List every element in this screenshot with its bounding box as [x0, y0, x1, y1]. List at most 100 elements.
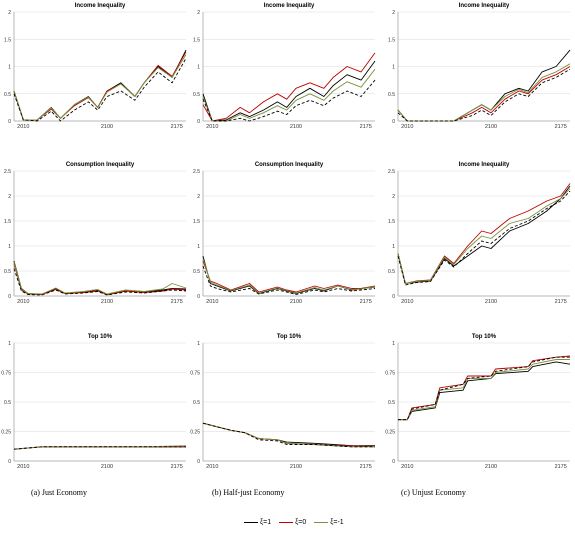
x-tick-label: 2100	[290, 124, 302, 130]
series-line	[13, 49, 187, 121]
legend-item-xi-1: ξ=1	[244, 519, 271, 526]
caption-just-economy: (a) Just Economy	[31, 488, 87, 497]
caption-half-just-economy: (b) Half-just Economy	[212, 488, 285, 497]
panel-c3: 0 0.25 0.5 0.75 1 2010 2100 2175 Top 10%	[385, 334, 571, 470]
y-tick-label: 0	[8, 294, 11, 300]
y-tick-label: 0	[197, 459, 200, 465]
panel-title: Income Inequality	[459, 3, 510, 9]
y-tick-label: 0.5	[4, 400, 11, 406]
panel-title: Consumption Inequality	[255, 162, 324, 168]
series-line	[397, 188, 571, 284]
y-tick-label: 1	[392, 244, 395, 250]
panel-title: Income Inequality	[75, 3, 126, 9]
y-tick-label: 2.5	[4, 169, 11, 175]
panel-c1: 0 0.5 1 1.5 2 2010 2100 2175 Income Inequality	[388, 3, 571, 130]
y-tick-label: 0.5	[388, 269, 395, 275]
y-tick-label: 1.5	[388, 37, 395, 43]
y-tick-label: 2	[197, 10, 200, 16]
y-tick-label: 1	[392, 65, 395, 71]
series-line	[13, 261, 187, 295]
series-line	[202, 422, 375, 448]
series-line	[398, 356, 570, 421]
panel-a1: 0 0.5 1 1.5 2 2010 2100 2175 Income Inequality	[4, 3, 187, 130]
x-tick-label: 2010	[401, 299, 413, 305]
series-line	[397, 190, 571, 286]
panel-title: Top 10%	[277, 334, 302, 340]
legend-label-xi-minus-1: ξ=-1	[330, 518, 344, 526]
panel-c2: 0 0.5 1 1.5 2 2.5 2010 2100 2175 Income Inequalit…	[388, 162, 571, 305]
y-tick-label: 0.75	[190, 371, 200, 377]
y-tick-label: 0	[392, 119, 395, 125]
x-tick-label: 2010	[401, 464, 413, 470]
y-tick-label: 2	[8, 10, 11, 16]
y-tick-label: 1.5	[388, 219, 395, 225]
x-tick-label: 2100	[101, 464, 113, 470]
y-tick-label: 2	[392, 10, 395, 16]
panel-b2: 0 0.5 1 1.5 2 2.5 2010 2100 2175 Consumption Ineq…	[193, 162, 376, 305]
y-tick-label: 0.25	[385, 430, 395, 436]
panel-title: Consumption Inequality	[66, 162, 135, 168]
series-line	[202, 52, 376, 122]
y-tick-label: 0.5	[193, 400, 200, 406]
series-line	[13, 446, 186, 450]
series-line	[398, 361, 571, 421]
legend-swatch-xi-0	[279, 521, 294, 523]
y-tick-label: 0	[392, 459, 395, 465]
series-line	[202, 260, 376, 293]
panel-a2: 0 0.5 1 1.5 2 2.5 2010 2100 2175 Consumption Ineq…	[4, 162, 187, 305]
series-line	[13, 445, 187, 450]
panel-a3: 0 0.25 0.5 0.75 1 2010 2100 2175 Top 10%	[1, 334, 187, 470]
y-tick-label: 1.5	[193, 37, 200, 43]
x-tick-label: 2010	[206, 464, 218, 470]
y-tick-label: 2	[197, 194, 200, 200]
y-tick-label: 0.75	[385, 371, 395, 377]
y-tick-label: 0	[8, 119, 11, 125]
y-tick-label: 0.5	[4, 269, 11, 275]
series-line	[13, 54, 187, 121]
y-tick-label: 1.5	[4, 37, 11, 43]
series-line	[397, 185, 571, 284]
y-tick-label: 1	[8, 65, 11, 71]
series-line	[397, 49, 571, 122]
series-line	[13, 268, 187, 296]
panel-title: Income Inequality	[459, 162, 510, 168]
y-tick-label: 2.5	[388, 169, 395, 175]
x-tick-label: 2100	[485, 124, 497, 130]
x-tick-label: 2175	[171, 299, 183, 305]
x-tick-label: 2175	[555, 299, 567, 305]
series-line	[13, 51, 187, 121]
y-tick-label: 1	[197, 341, 200, 347]
y-tick-label: 0.5	[388, 400, 395, 406]
panel-b3: 0 0.25 0.5 0.75 1 2010 2100 2175 Top 10%	[190, 334, 376, 470]
series-line	[202, 265, 376, 295]
y-tick-label: 1	[8, 244, 11, 250]
series-line	[202, 79, 376, 122]
legend: ξ=1 ξ=0 ξ=-1	[244, 516, 344, 528]
y-tick-label: 1	[197, 65, 200, 71]
y-tick-label: 2.5	[193, 169, 200, 175]
x-tick-label: 2010	[17, 299, 29, 305]
x-tick-label: 2100	[485, 299, 497, 305]
y-tick-label: 1	[8, 341, 11, 347]
y-tick-label: 0.5	[193, 92, 200, 98]
x-tick-label: 2010	[206, 124, 218, 130]
y-tick-label: 0.25	[190, 430, 200, 436]
series-line	[202, 258, 376, 294]
x-tick-label: 2175	[360, 124, 372, 130]
x-tick-label: 2175	[360, 299, 372, 305]
x-tick-label: 2100	[290, 299, 302, 305]
x-tick-label: 2175	[555, 124, 567, 130]
series-line	[398, 355, 571, 421]
legend-swatch-xi-1	[244, 521, 258, 523]
series-line	[202, 422, 375, 448]
caption-unjust-economy: (c) Unjust Economy	[401, 488, 466, 497]
y-tick-label: 0.5	[388, 92, 395, 98]
x-tick-label: 2100	[485, 464, 497, 470]
x-tick-label: 2175	[171, 464, 183, 470]
y-tick-label: 1	[392, 341, 395, 347]
y-tick-label: 0	[197, 294, 200, 300]
x-tick-label: 2100	[290, 464, 302, 470]
y-tick-label: 1.5	[4, 219, 11, 225]
panel-title: Top 10%	[472, 334, 497, 340]
